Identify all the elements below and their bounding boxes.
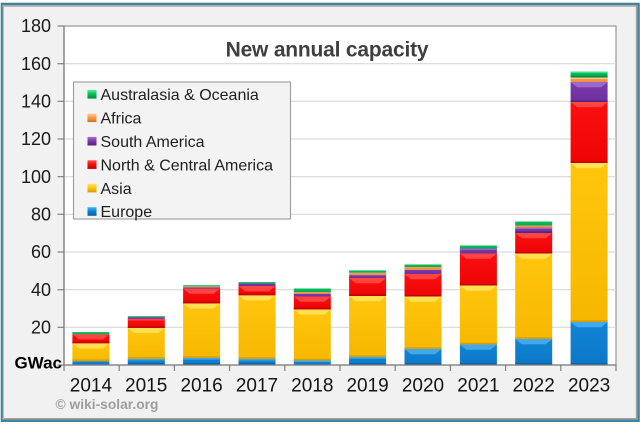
svg-text:80: 80 xyxy=(31,205,51,225)
svg-text:120: 120 xyxy=(21,129,51,149)
svg-text:2019: 2019 xyxy=(346,376,388,397)
svg-text:2022: 2022 xyxy=(513,376,555,397)
svg-text:100: 100 xyxy=(21,167,51,187)
svg-text:2014: 2014 xyxy=(70,376,113,397)
svg-text:Asia: Asia xyxy=(101,181,132,198)
svg-text:40: 40 xyxy=(31,280,51,300)
svg-text:2023: 2023 xyxy=(568,376,610,397)
svg-text:North & Central America: North & Central America xyxy=(101,157,274,174)
svg-text:2017: 2017 xyxy=(236,376,278,397)
svg-text:2018: 2018 xyxy=(291,376,333,397)
svg-text:New annual capacity: New annual capacity xyxy=(226,39,429,62)
svg-text:GWac: GWac xyxy=(14,354,62,373)
svg-text:2015: 2015 xyxy=(125,376,167,397)
svg-text:© wiki-solar.org: © wiki-solar.org xyxy=(56,397,159,412)
svg-text:2016: 2016 xyxy=(180,376,222,397)
svg-text:20: 20 xyxy=(31,318,51,338)
svg-text:Africa: Africa xyxy=(101,111,142,128)
svg-text:South America: South America xyxy=(101,134,205,151)
svg-text:140: 140 xyxy=(21,92,51,112)
svg-text:Europe: Europe xyxy=(101,204,153,221)
svg-text:2020: 2020 xyxy=(402,376,444,397)
svg-text:160: 160 xyxy=(21,54,51,74)
svg-text:180: 180 xyxy=(21,16,51,36)
svg-text:Australasia & Oceania: Australasia & Oceania xyxy=(101,87,259,104)
svg-text:2021: 2021 xyxy=(457,376,499,397)
svg-text:60: 60 xyxy=(31,242,51,262)
